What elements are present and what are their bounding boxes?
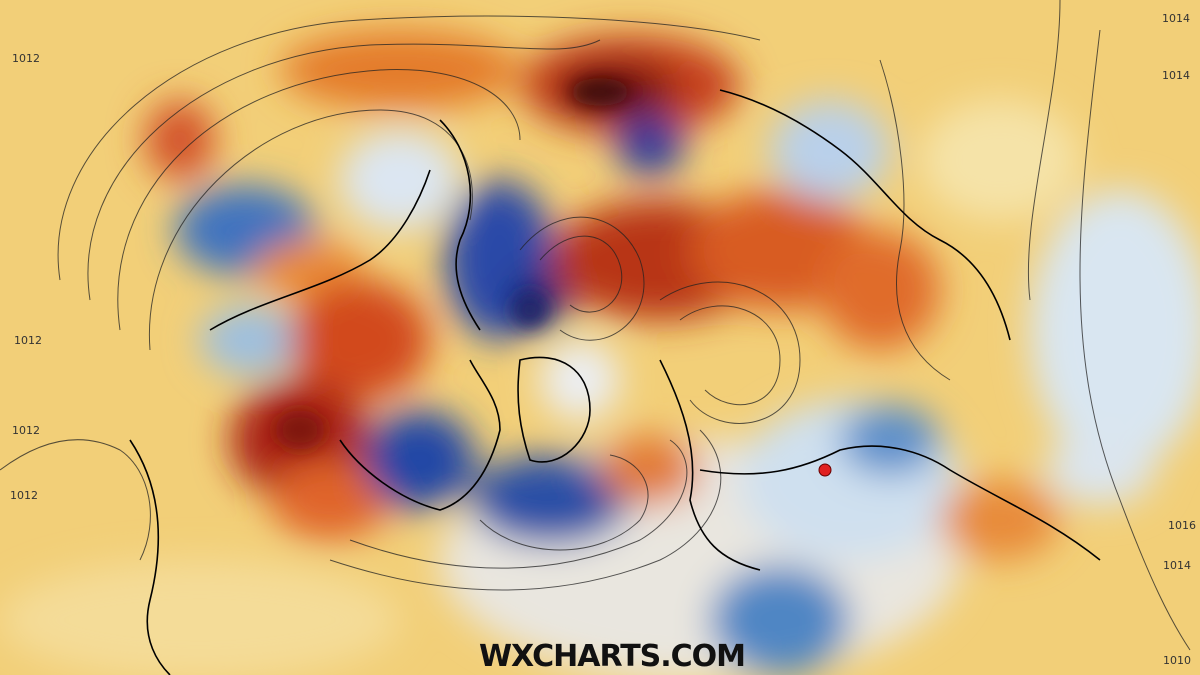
isobar-label: 1012 bbox=[14, 334, 42, 347]
coastlines bbox=[129, 89, 1101, 675]
isobars bbox=[0, 0, 1191, 651]
isobar-label: 1014 bbox=[1163, 559, 1191, 572]
temperature-anomaly bbox=[0, 30, 1200, 675]
isobar-label: 1016 bbox=[1168, 519, 1196, 532]
anomaly-detail bbox=[275, 78, 630, 450]
isobar-label: 1012 bbox=[10, 489, 38, 502]
isobar-label: 1014 bbox=[1162, 12, 1190, 25]
watermark: WXCHARTS.COM bbox=[479, 639, 745, 674]
isobar-label: 1012 bbox=[12, 424, 40, 437]
isobar-labels: 1012 1012 1012 1012 1014 1014 1016 1014 … bbox=[10, 12, 1196, 667]
location-marker bbox=[818, 463, 832, 477]
isobar-label: 1014 bbox=[1162, 69, 1190, 82]
isobar-label: 1012 bbox=[12, 52, 40, 65]
isobar-label: 1010 bbox=[1163, 654, 1191, 667]
